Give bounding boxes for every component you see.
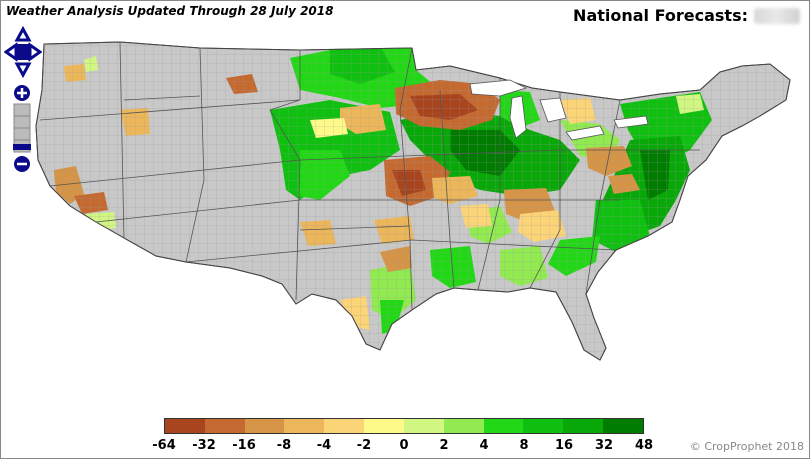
forecast-region-selector[interactable] <box>754 7 800 24</box>
analysis-title: Weather Analysis Updated Through 28 July… <box>6 4 334 18</box>
legend-tick: -8 <box>276 438 292 453</box>
zoom-slider-handle[interactable] <box>13 144 31 150</box>
legend-tick: 4 <box>479 438 489 453</box>
legend-tick: 16 <box>554 438 574 453</box>
legend-color-bar <box>164 418 644 434</box>
legend-tick: -16 <box>232 438 256 453</box>
legend-swatch <box>204 419 245 433</box>
legend-swatch <box>244 419 285 433</box>
legend-tick: 48 <box>634 438 654 453</box>
legend-tick: -64 <box>152 438 176 453</box>
pan-left-icon[interactable] <box>4 42 18 62</box>
pan-right-icon[interactable] <box>28 42 42 62</box>
national-forecasts-label: National Forecasts: <box>573 6 748 25</box>
pan-down-icon[interactable] <box>14 62 32 78</box>
legend-tick-labels: -64 -32 -16 -8 -4 -2 0 2 4 8 16 32 48 <box>152 434 653 454</box>
legend-swatch <box>563 419 604 433</box>
legend-swatch <box>523 419 564 433</box>
legend-tick: 2 <box>439 438 449 453</box>
legend-tick: 0 <box>399 438 409 453</box>
legend-tick: 8 <box>519 438 529 453</box>
zoom-control[interactable] <box>12 84 32 174</box>
state-borders <box>39 42 700 311</box>
pan-control[interactable] <box>4 26 42 78</box>
legend-swatch <box>324 419 365 433</box>
legend-swatch <box>165 419 205 433</box>
copyright-notice: © CropProphet 2018 <box>689 440 804 453</box>
national-forecasts[interactable]: National Forecasts: <box>573 6 800 25</box>
legend-swatch <box>284 419 325 433</box>
legend-swatch <box>443 419 484 433</box>
pan-center-icon[interactable] <box>15 44 31 60</box>
legend-tick: -2 <box>356 438 372 453</box>
legend-swatch <box>403 419 444 433</box>
legend-swatch <box>364 419 404 433</box>
legend-tick: 32 <box>594 438 614 453</box>
legend-swatch <box>483 419 524 433</box>
legend-tick: -4 <box>316 438 332 453</box>
legend-tick: -32 <box>192 438 216 453</box>
color-legend: -64 -32 -16 -8 -4 -2 0 2 4 8 16 32 48 <box>152 418 653 458</box>
pan-up-icon[interactable] <box>14 26 32 42</box>
legend-swatch <box>603 419 643 433</box>
great-lakes <box>469 79 649 141</box>
